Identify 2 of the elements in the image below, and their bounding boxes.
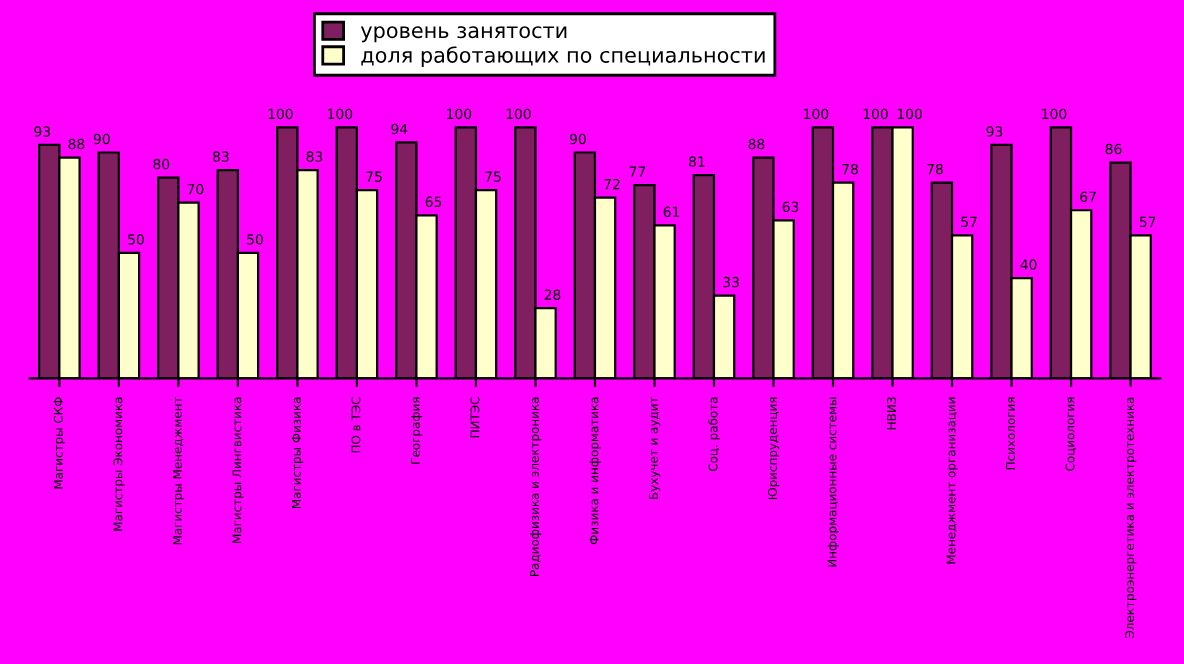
legend-label: доля работающих по специальности [361,46,765,67]
legend-label: уровень занятости [360,26,567,43]
